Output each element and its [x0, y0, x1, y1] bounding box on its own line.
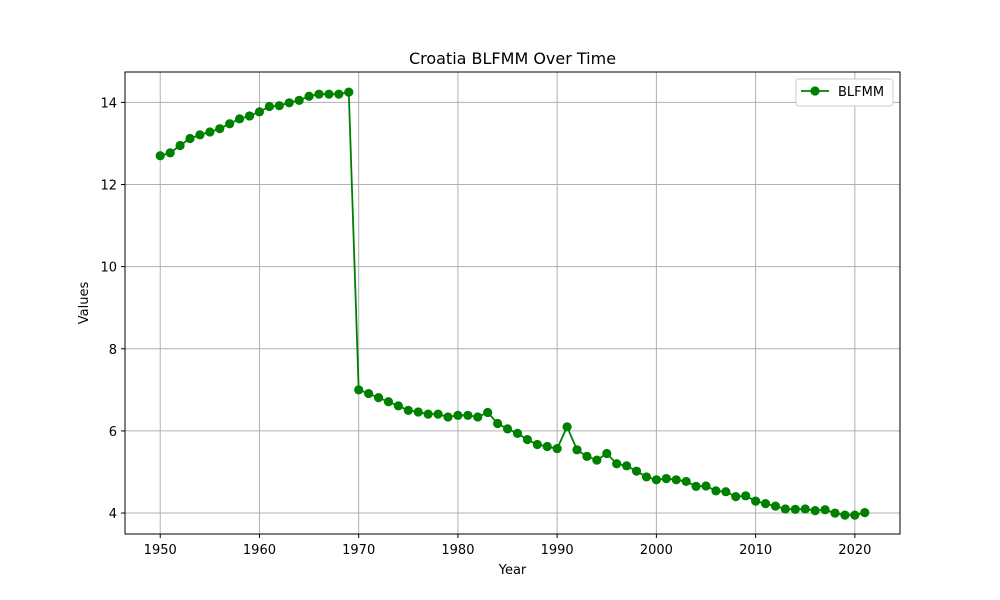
data-point-2009 — [741, 491, 751, 501]
data-point-1962 — [274, 101, 284, 111]
data-point-1968 — [334, 89, 344, 99]
data-point-1959 — [244, 111, 255, 121]
data-point-2008 — [731, 492, 741, 502]
data-point-2007 — [721, 487, 731, 497]
data-point-1981 — [463, 410, 473, 420]
x-tick-label-2020: 2020 — [838, 543, 871, 558]
data-point-1975 — [403, 405, 413, 415]
data-point-1997 — [622, 461, 632, 471]
x-tick-label-2010: 2010 — [739, 543, 772, 558]
data-point-1954 — [195, 130, 205, 140]
x-axis-label: Year — [498, 563, 527, 578]
data-point-1973 — [383, 397, 394, 407]
data-point-1976 — [413, 407, 423, 417]
y-tick-label-14: 14 — [100, 96, 117, 111]
data-point-1972 — [373, 393, 384, 403]
y-axis-label: Values — [77, 282, 92, 325]
data-point-2016 — [810, 505, 820, 516]
x-tick-label-1950: 1950 — [144, 543, 177, 558]
data-point-2004 — [691, 481, 701, 491]
x-tick-label-2000: 2000 — [640, 543, 673, 558]
data-point-1980 — [453, 410, 463, 420]
data-point-1961 — [264, 101, 274, 112]
data-point-1998 — [631, 466, 642, 476]
axis-ticks: 1950 1960 1970 1980 1990 2000 2010 2020 4 6 8 10 12 1… — [100, 96, 871, 558]
data-point-2003 — [681, 476, 691, 487]
data-point-1992 — [572, 445, 582, 455]
series-layer — [155, 87, 870, 520]
data-point-1964 — [294, 95, 304, 105]
data-point-1952 — [175, 140, 185, 151]
data-point-2013 — [780, 504, 790, 514]
data-point-1991 — [562, 422, 572, 432]
data-point-1990 — [552, 443, 562, 454]
data-point-1989 — [542, 441, 552, 452]
data-point-2018 — [830, 508, 840, 518]
data-point-1967 — [324, 89, 334, 99]
data-point-2019 — [840, 510, 850, 520]
data-point-1971 — [364, 388, 374, 399]
plot-frame — [124, 71, 901, 535]
y-tick-label-10: 10 — [100, 261, 117, 276]
data-point-2014 — [790, 504, 800, 514]
data-point-1996 — [612, 459, 622, 469]
legend-label-blfmm: BLFMM — [838, 85, 884, 100]
data-point-1983 — [483, 407, 493, 418]
data-point-1956 — [215, 124, 225, 134]
y-tick-label-8: 8 — [109, 343, 117, 358]
legend: BLFMM — [795, 78, 894, 107]
data-point-1960 — [254, 107, 265, 117]
data-point-1963 — [284, 98, 294, 108]
data-point-1958 — [235, 114, 245, 124]
data-point-1979 — [443, 412, 453, 422]
y-tick-label-12: 12 — [100, 179, 117, 194]
data-point-2015 — [800, 504, 810, 514]
data-point-1966 — [314, 89, 324, 99]
data-point-2000 — [651, 475, 661, 485]
data-point-1978 — [433, 409, 443, 419]
data-point-2001 — [661, 473, 671, 484]
legend-box — [795, 78, 894, 107]
data-point-1955 — [205, 127, 215, 137]
chart-title: Croatia BLFMM Over Time — [409, 49, 616, 68]
data-point-1999 — [641, 472, 652, 482]
data-point-2005 — [701, 481, 711, 491]
data-point-1985 — [502, 424, 513, 434]
data-point-1969 — [344, 87, 354, 97]
data-point-2020 — [850, 510, 860, 520]
data-point-1970 — [354, 385, 364, 395]
y-tick-label-6: 6 — [109, 425, 117, 440]
x-tick-label-1990: 1990 — [541, 543, 574, 558]
legend-marker-swatch — [810, 86, 820, 96]
x-tick-label-1980: 1980 — [441, 543, 474, 558]
data-point-1965 — [304, 91, 314, 101]
data-point-1993 — [582, 451, 592, 461]
data-point-1950 — [155, 151, 165, 161]
data-point-1988 — [532, 439, 542, 450]
data-point-1982 — [473, 412, 483, 422]
data-point-1953 — [185, 133, 195, 144]
y-tick-label-4: 4 — [109, 507, 117, 522]
data-point-1994 — [592, 455, 602, 465]
data-point-1951 — [165, 148, 175, 158]
data-point-2011 — [760, 499, 771, 509]
x-tick-label-1970: 1970 — [342, 543, 375, 558]
x-tick-label-1960: 1960 — [243, 543, 276, 558]
data-point-1984 — [493, 418, 503, 429]
data-point-1974 — [393, 401, 403, 411]
data-point-1987 — [522, 434, 532, 445]
data-point-1977 — [423, 409, 433, 419]
data-point-2017 — [820, 505, 830, 515]
data-point-1995 — [602, 448, 612, 459]
data-point-2006 — [711, 486, 721, 496]
data-point-2012 — [770, 501, 781, 511]
data-point-2021 — [860, 508, 870, 518]
data-point-1957 — [225, 119, 235, 129]
data-point-2002 — [671, 475, 681, 485]
data-point-1986 — [512, 428, 523, 438]
data-point-2010 — [751, 496, 761, 506]
